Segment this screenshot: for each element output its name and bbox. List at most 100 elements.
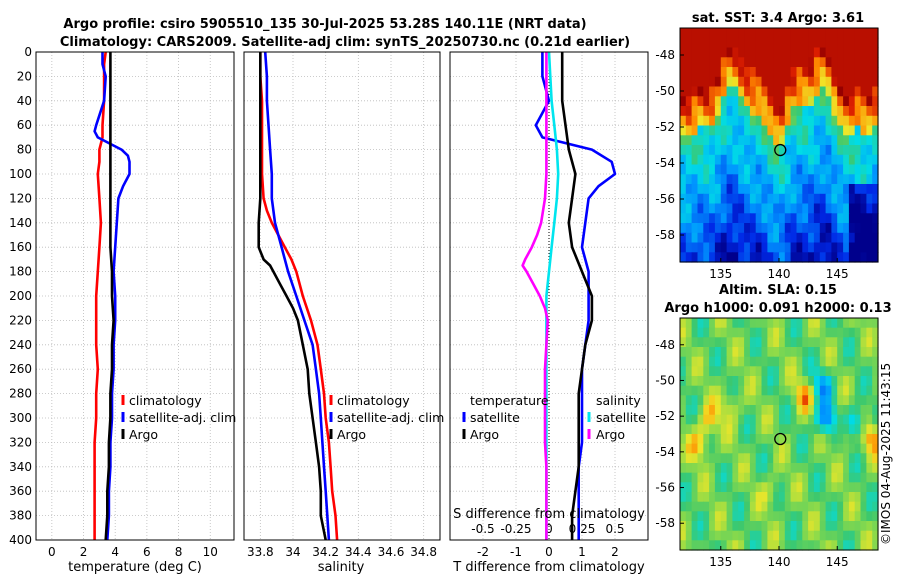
sst-map-cell	[744, 28, 751, 39]
x-tick-label: 34.4	[345, 545, 372, 559]
sst-map-cell	[714, 67, 722, 78]
sla-map-cell	[831, 521, 838, 532]
sst-map-cell	[691, 47, 698, 58]
sst-map-cell	[872, 125, 879, 136]
sla-map-cell	[802, 376, 809, 387]
sla-map-cell	[685, 376, 693, 387]
sst-map-cell	[732, 47, 739, 58]
sla-map-cell	[680, 540, 687, 551]
sst-map-cell	[779, 125, 786, 136]
sst-map-cell	[714, 252, 722, 263]
sst-map-cell	[860, 115, 867, 127]
sla-map-cell	[866, 337, 873, 348]
sst-map-cell	[848, 115, 856, 127]
sst-map-cell	[767, 252, 774, 263]
sla-map-cell	[738, 443, 745, 454]
sst-map-cell	[802, 232, 809, 244]
sla-map-cell	[685, 318, 693, 329]
sla-map-cell	[796, 414, 803, 425]
sst-map-cell	[796, 193, 803, 205]
sst-map-cell	[779, 145, 786, 156]
sla-map-cell	[843, 463, 850, 474]
sst-map-cell	[802, 174, 809, 185]
sla-map-cell	[790, 366, 797, 377]
sla-map-cell	[709, 356, 716, 367]
sst-map-cell	[680, 115, 687, 127]
sst-map-cell	[796, 213, 803, 224]
sst-map-cell	[709, 115, 716, 127]
sst-map-cell	[860, 86, 867, 97]
sst-map-cell	[726, 174, 733, 185]
sla-map-cell	[784, 395, 792, 406]
sst-map-cell	[755, 28, 763, 39]
sla-map-cell	[773, 472, 780, 483]
sst-map-cell	[808, 106, 815, 117]
sst-map-cell	[773, 115, 780, 127]
sla-map-cell	[685, 356, 693, 367]
sst-map-cell	[703, 28, 710, 39]
sst-map-cell	[703, 242, 710, 253]
sla-map-cell	[691, 385, 698, 396]
sst-map-cell	[680, 223, 687, 234]
sla-map-cell	[685, 424, 693, 435]
sst-map-cell	[767, 86, 774, 97]
sst-map-cell	[685, 135, 693, 146]
sla-map-cell	[744, 472, 751, 483]
sla-map-cell	[744, 540, 751, 551]
sla-map-cell	[761, 356, 768, 367]
sla-map-cell	[813, 443, 821, 454]
sla-map-cell	[703, 424, 710, 435]
sst-map-cell	[755, 67, 763, 78]
sla-map-cell	[767, 318, 774, 329]
sla-map-cell	[796, 501, 803, 512]
sla-map-cell	[825, 443, 832, 454]
sst-map-cell	[848, 242, 856, 253]
sla-map-cell	[802, 337, 809, 348]
sst-map-cell	[796, 174, 803, 185]
sst-map-cell	[813, 76, 821, 88]
sla-map-cell	[837, 376, 844, 387]
sla-map-cell	[802, 327, 809, 338]
sla-map-cell	[784, 453, 792, 464]
sla-map-cell	[872, 366, 879, 377]
sla-map-cell	[732, 434, 739, 445]
sla-map-cell	[714, 337, 722, 348]
sst-map-cell	[790, 135, 797, 146]
sla-map-cell	[720, 482, 728, 493]
sla-map-cell	[720, 376, 728, 387]
sla-map-cell	[819, 434, 827, 445]
sla-map-cell	[697, 453, 704, 464]
sla-map-cell	[732, 540, 739, 551]
sla-map-cell	[703, 434, 710, 445]
sla-map-cell	[779, 356, 786, 367]
sla-map-cell	[784, 347, 792, 358]
sst-map-cell	[802, 67, 809, 78]
x-tick-label: 1	[578, 545, 586, 559]
sst-map-cell	[714, 213, 722, 224]
sst-map-cell	[709, 47, 716, 58]
sla-map-cell	[749, 443, 757, 454]
sst-map-cell	[685, 57, 693, 68]
sst-map-cell	[837, 47, 844, 58]
map-x-tick-label: 145	[826, 555, 849, 569]
sst-map-cell	[714, 76, 722, 88]
sst-map-cell	[837, 106, 844, 117]
sst-map-cell	[767, 174, 774, 185]
sst-map-cell	[709, 96, 716, 107]
sla-map-cell	[709, 443, 716, 454]
y-tick-label: 180	[9, 265, 32, 279]
sla-map-cell	[720, 463, 728, 474]
sla-map-cell	[726, 540, 733, 551]
sla-map-cell	[685, 405, 693, 416]
sst-map-cell	[709, 67, 716, 78]
sst-map-cell	[848, 47, 856, 58]
sla-map-cell	[866, 501, 873, 512]
sla-map-cell	[685, 530, 693, 541]
sst-map-cell	[714, 223, 722, 234]
sst-map-cell	[848, 67, 856, 78]
sst-map-cell	[837, 125, 844, 136]
sst-map-cell	[691, 213, 698, 224]
sst-map-cell	[680, 106, 687, 117]
sla-map-cell	[732, 337, 739, 348]
sla-map-cell	[738, 376, 745, 387]
